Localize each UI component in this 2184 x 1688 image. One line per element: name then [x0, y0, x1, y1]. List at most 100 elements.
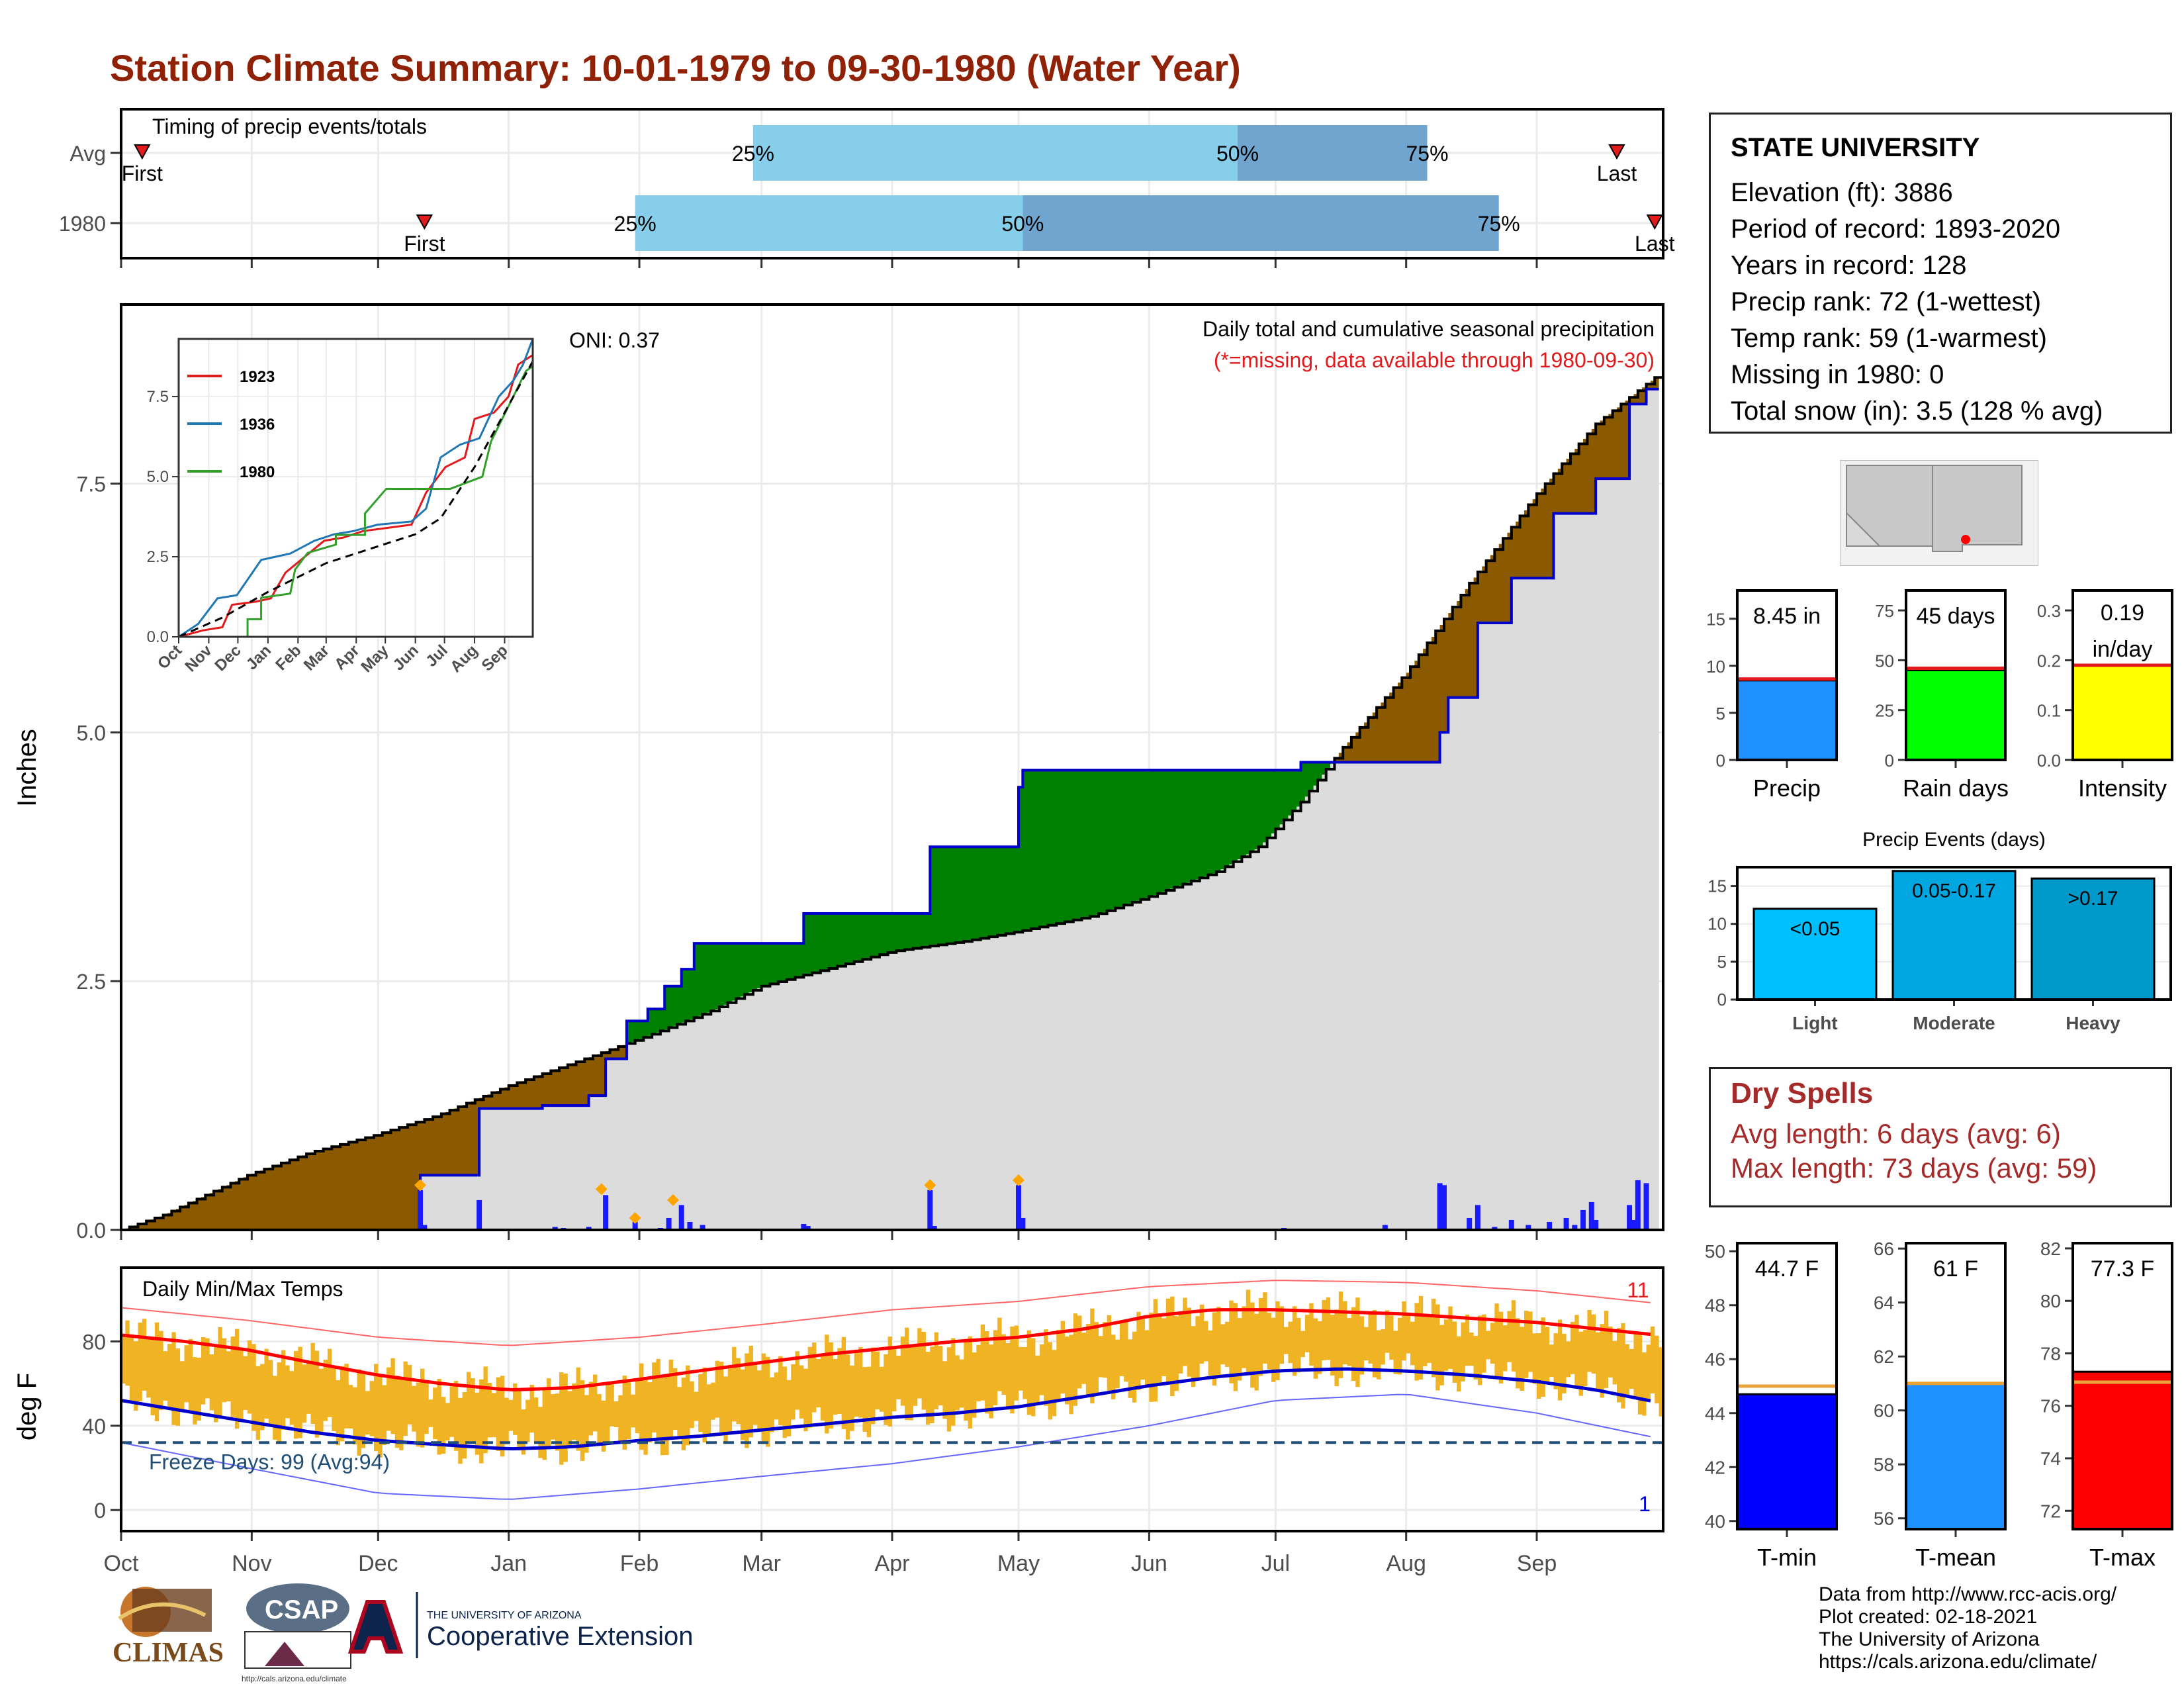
small-bar-ytick-label: 0 — [1885, 751, 1894, 771]
temperature-chart: Freeze Days: 99 (Avg:94) Daily Min/Max Te… — [13, 1266, 1664, 1576]
precip-snow-marker — [1012, 1174, 1024, 1186]
small-bar-ytick-label: 64 — [1874, 1293, 1894, 1313]
precip-snow-marker — [414, 1179, 426, 1192]
precip-base-area — [121, 389, 1659, 1230]
precip-daily-bar — [1627, 1205, 1633, 1230]
events-bar-label: <0.05 — [1790, 918, 1841, 940]
temp-ytick-label: 40 — [82, 1415, 106, 1438]
small-bar-ytick-label: 46 — [1705, 1349, 1725, 1370]
map-state-west — [1846, 511, 1882, 547]
month-label: Jul — [1261, 1551, 1290, 1576]
rain-days-chart: 0 25 50 75 45 days Rain days — [1875, 589, 2009, 802]
station-precip-rank: Precip rank: 72 (1-wettest) — [1731, 287, 2042, 316]
station-info-box: STATE UNIVERSITY Elevation (ft): 3886 Pe… — [1709, 113, 2172, 434]
small-bar-value — [1905, 669, 2007, 761]
small-bar-ytick-label: 15 — [1706, 610, 1725, 630]
small-bar-title: Intensity — [2078, 774, 2167, 802]
precip-daily-bar — [1635, 1180, 1641, 1230]
precip-daily-bar — [1015, 1185, 1021, 1230]
precip-ytick-label: 0.0 — [77, 1219, 106, 1243]
small-bar-ytick-label: 0.2 — [2037, 651, 2061, 671]
small-bar-ytick-label: 0.3 — [2037, 601, 2061, 621]
timing-q75-label: 75% — [1478, 212, 1520, 236]
timing-last-label: Last — [1597, 162, 1637, 185]
timing-q50-label: 50% — [1216, 142, 1259, 165]
map-state-new-mexico — [1932, 465, 2023, 552]
map-state-arizona — [1846, 465, 1933, 547]
small-bar-ytick-label: 0.0 — [2037, 751, 2061, 771]
precip-chart: 0.0 2.5 5.0 7.5 Inches Daily total and cumula… — [13, 303, 1664, 1243]
precip-daily-bar — [666, 1217, 672, 1230]
small-bar-border — [1905, 1242, 2007, 1530]
precip-events-chart: Precip Events (days) <0.05 Light 0.05-0.17 M… — [1707, 829, 2172, 1033]
small-bar-ytick-label: 10 — [1706, 657, 1725, 677]
small-bar-ytick-label: 78 — [2040, 1343, 2061, 1364]
month-label: Nov — [232, 1551, 271, 1576]
csap-mountain-icon — [265, 1642, 304, 1666]
small-bar-ytick-label: 40 — [1705, 1511, 1725, 1532]
timing-bar-q1 — [635, 195, 1023, 251]
inset-avg-line — [178, 361, 534, 638]
timing-first-label: First — [122, 162, 163, 185]
precip-daily-bar — [1467, 1217, 1473, 1230]
credit-university: The University of Arizona — [1819, 1628, 2040, 1650]
small-bar-title: Rain days — [1903, 774, 2009, 802]
precip-daily-bar — [927, 1190, 933, 1230]
logos: CLIMAS CSAP http://cals.arizona.edu/clim… — [113, 1583, 693, 1683]
precip-daily-bar — [632, 1221, 638, 1230]
precip-daily-bar — [1572, 1225, 1578, 1230]
credit-url: https://cals.arizona.edu/climate/ — [1819, 1651, 2097, 1673]
small-bar-value-label: in/day — [2093, 637, 2153, 662]
precip-title: Daily total and cumulative seasonal prec… — [1203, 317, 1655, 341]
precip-daily-bar — [552, 1227, 558, 1230]
small-bar-value-label: 77.3 F — [2091, 1256, 2154, 1282]
small-bar-border — [1736, 589, 1838, 761]
events-title: Precip Events (days) — [1862, 829, 2046, 851]
small-bar-title: Precip — [1753, 774, 1821, 802]
precip-daily-bar — [1441, 1185, 1447, 1230]
precip-avg-line — [121, 376, 1663, 1231]
timing-chart: 25% 50% 75% First Last Avg 25% 50% 75% First Last 1… — [59, 108, 1675, 268]
temp-border — [120, 1266, 1664, 1532]
record-high-count: 11 — [1627, 1278, 1649, 1302]
month-label: Aug — [1386, 1551, 1426, 1576]
month-label: Jan — [490, 1551, 527, 1576]
inset-legend-label: 1936 — [240, 416, 275, 434]
small-bar-ytick-label: 48 — [1705, 1295, 1725, 1316]
small-bar-ytick-label: 58 — [1874, 1454, 1894, 1475]
climas-text: CLIMAS — [113, 1638, 224, 1668]
station-years: Years in record: 128 — [1731, 251, 1967, 280]
events-category-label: Moderate — [1913, 1013, 1995, 1033]
precip-daily-bar — [586, 1227, 592, 1230]
timing-first-marker — [134, 144, 151, 160]
small-bar-value-label: 0.19 — [2101, 600, 2144, 626]
precip-ytick-label: 5.0 — [77, 721, 106, 745]
precip-snow-marker — [666, 1194, 679, 1206]
timing-row-label: 1980 — [59, 212, 106, 236]
csap-logo: CSAP http://cals.arizona.edu/climate — [242, 1583, 351, 1683]
events-ytick-label: 5 — [1717, 952, 1727, 972]
timing-last-marker — [1646, 214, 1663, 230]
precip-daily-bar — [700, 1225, 705, 1230]
credit-date: Plot created: 02-18-2021 — [1819, 1606, 2038, 1628]
small-bar-ytick-label: 82 — [2040, 1239, 2061, 1259]
month-label: Sep — [1517, 1551, 1557, 1576]
small-bar-ytick-label: 50 — [1705, 1241, 1725, 1262]
precip-daily-bar — [687, 1221, 693, 1230]
timing-q25-label: 25% — [614, 212, 657, 236]
inset-ytick-label: 7.5 — [147, 388, 169, 406]
precip-ylabel: Inches — [13, 729, 42, 807]
small-bar-title: T-mean — [1915, 1544, 1996, 1571]
precip-ytick-label: 2.5 — [77, 970, 106, 994]
small-bar-ytick-label: 76 — [2040, 1396, 2061, 1417]
inset-legend-label: 1980 — [240, 463, 275, 481]
page-title: Station Climate Summary: 10-01-1979 to 0… — [110, 47, 1241, 89]
precip-daily-bar — [1437, 1183, 1443, 1230]
dry-spells-box: Dry Spells Avg length: 6 days (avg: 6) M… — [1709, 1067, 2172, 1207]
timing-row-label: Avg — [69, 142, 106, 165]
month-label: Mar — [742, 1551, 781, 1576]
timing-first-marker — [416, 214, 433, 230]
precip-daily-bar — [1508, 1219, 1514, 1230]
precip-daily-bar — [805, 1225, 811, 1230]
small-bar-value — [1736, 1393, 1838, 1530]
